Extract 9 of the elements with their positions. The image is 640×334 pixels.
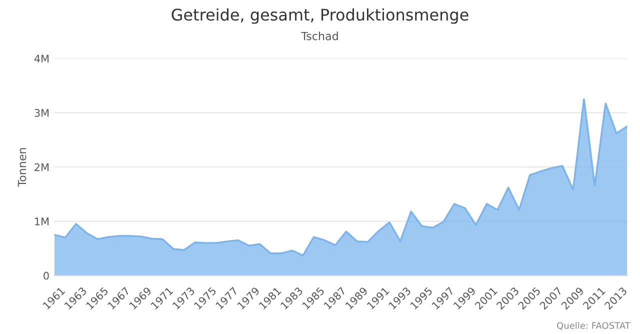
chart-subtitle: Tschad — [301, 32, 338, 40]
y-tick-label: 2M — [34, 163, 49, 171]
y-tick-label: 4M — [34, 54, 49, 62]
source-note: Quelle: FAOSTAT — [557, 322, 630, 330]
y-tick-label: 3M — [34, 108, 49, 117]
chart-title: Getreide, gesamt, Produktionsmenge — [172, 8, 468, 24]
y-tick-label: 0 — [44, 272, 49, 280]
y-tick-label: 1M — [35, 218, 49, 226]
y-axis-title: Tonnen — [18, 148, 26, 187]
